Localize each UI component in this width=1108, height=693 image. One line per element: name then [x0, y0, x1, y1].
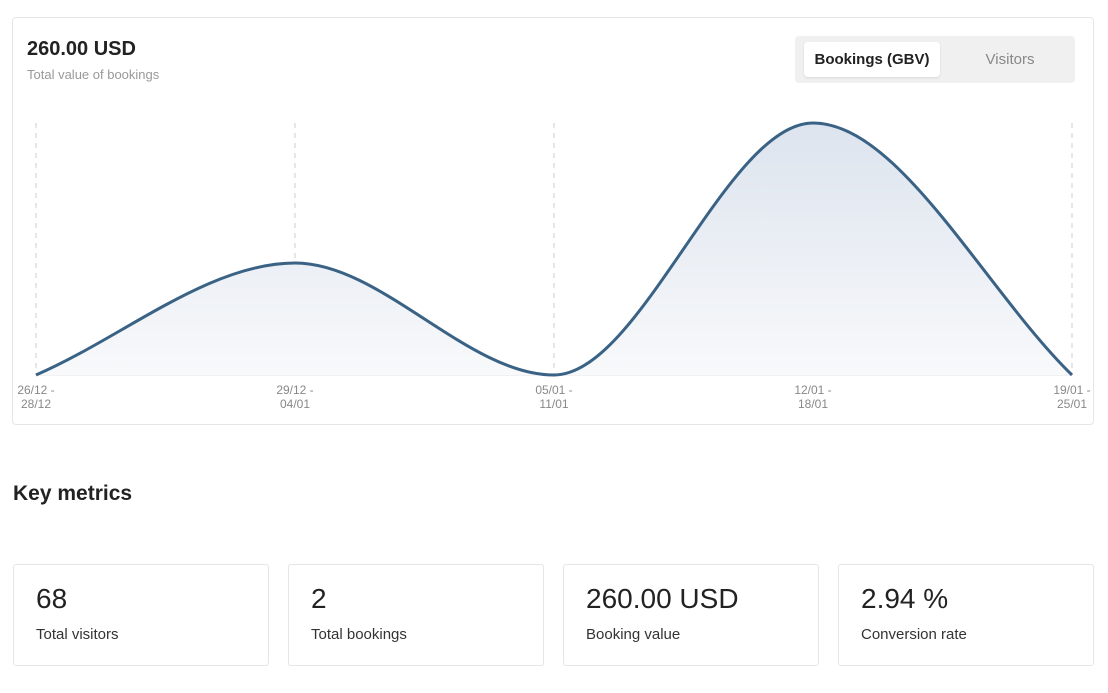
x-tick-label: 29/12 - 04/01	[276, 383, 314, 411]
metric-value: 260.00 USD	[586, 583, 739, 614]
tab-toggle: Bookings (GBV) Visitors	[795, 36, 1075, 83]
tab[interactable]: Visitors	[985, 51, 1035, 68]
x-tick-label: 19/01 - 25/01	[1053, 383, 1091, 411]
metric-label: Booking value	[586, 626, 681, 643]
x-tick-label: 26/12 - 28/12	[17, 383, 55, 411]
section-title: Key metrics	[13, 482, 133, 505]
chart-subtitle: Total value of bookings	[27, 67, 160, 82]
metric-card: 2.94 % Conversion rate	[838, 564, 1094, 666]
x-tick-label: 12/01 - 18/01	[794, 383, 832, 411]
chart-title: 260.00 USD	[27, 38, 136, 60]
metric-card: 260.00 USD Booking value	[563, 564, 819, 666]
metric-card: 68 Total visitors	[13, 564, 269, 666]
area	[36, 123, 1072, 375]
chart	[35, 121, 1074, 377]
metric-value: 68	[36, 583, 68, 614]
line	[35, 121, 1074, 377]
metric-card: 2 Total bookings	[288, 564, 544, 666]
metric-label: Total bookings	[311, 626, 407, 643]
metric-value: 2.94 %	[861, 583, 949, 614]
tab[interactable]: Bookings (GBV)	[804, 42, 940, 77]
metric-label: Conversion rate	[861, 626, 967, 643]
metric-label: Total visitors	[36, 626, 119, 643]
x-tick-label: 05/01 - 11/01	[535, 383, 573, 411]
chart-card	[12, 17, 1094, 425]
metric-value: 2	[311, 583, 327, 614]
